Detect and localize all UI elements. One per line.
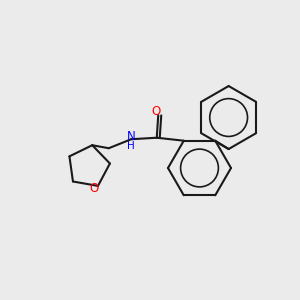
Text: N: N [127,130,136,143]
Text: O: O [89,182,98,195]
Text: O: O [151,105,160,118]
Text: H: H [128,141,135,151]
